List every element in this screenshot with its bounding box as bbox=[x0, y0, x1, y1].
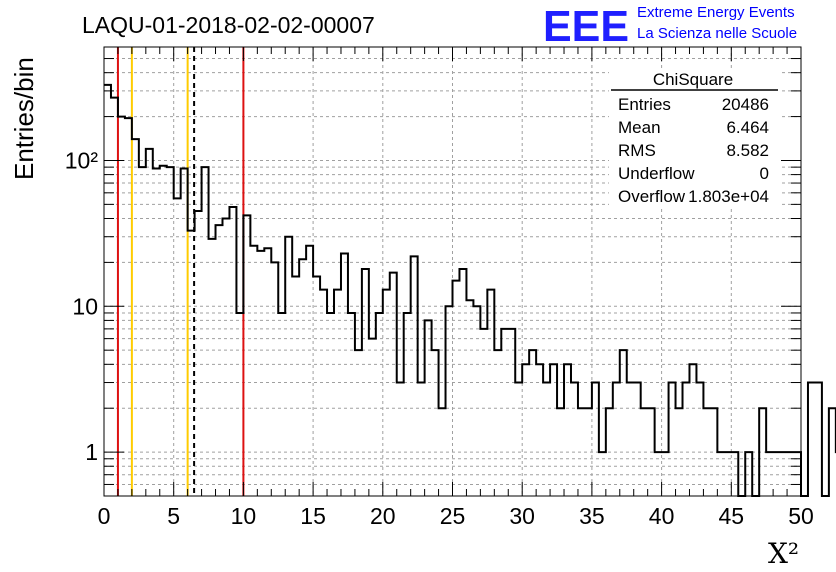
x-axis-ticks: 0 5 10 15 20 25 30 35 40 45 50 bbox=[98, 47, 814, 529]
y-tick-label: 1 bbox=[85, 439, 98, 465]
y-tick-label: 10² bbox=[65, 147, 99, 173]
stats-label-overflow: Overflow bbox=[618, 187, 686, 206]
x-tick-label: 15 bbox=[300, 503, 326, 529]
stats-title: ChiSquare bbox=[653, 70, 733, 89]
x-tick-label: 5 bbox=[167, 503, 180, 529]
x-tick-label: 40 bbox=[649, 503, 675, 529]
logo-mark: EEE bbox=[543, 2, 629, 51]
stats-box: ChiSquare Entries 20486 Mean 6.464 RMS 8… bbox=[609, 69, 779, 209]
logo-line-1: Extreme Energy Events bbox=[637, 4, 795, 21]
stats-value-rms: 8.582 bbox=[726, 141, 769, 160]
histogram-outline bbox=[104, 83, 836, 497]
stats-value-overflow: 1.803e+04 bbox=[688, 187, 769, 206]
x-tick-label: 30 bbox=[509, 503, 535, 529]
x-tick-label: 45 bbox=[719, 503, 745, 529]
x-tick-label: 10 bbox=[231, 503, 257, 529]
stats-label-rms: RMS bbox=[618, 141, 656, 160]
stats-label-underflow: Underflow bbox=[618, 164, 695, 183]
stats-label-entries: Entries bbox=[618, 95, 671, 114]
y-axis-title: Entries/bin bbox=[9, 57, 39, 180]
eee-logo: EEE Extreme Energy Events La Scienza nel… bbox=[543, 2, 797, 51]
x-tick-label: 0 bbox=[98, 503, 111, 529]
x-axis-title: X² bbox=[768, 537, 799, 570]
stats-value-entries: 20486 bbox=[722, 95, 769, 114]
y-axis-ticks: 1 10 10² bbox=[65, 46, 801, 497]
logo-line-2: La Scienza nelle Scuole bbox=[637, 25, 797, 42]
y-tick-label: 10 bbox=[72, 293, 98, 319]
stats-value-mean: 6.464 bbox=[726, 118, 769, 137]
x-tick-label: 25 bbox=[440, 503, 466, 529]
stats-box-background bbox=[609, 69, 779, 209]
x-tick-label: 50 bbox=[788, 503, 814, 529]
stats-label-mean: Mean bbox=[618, 118, 661, 137]
plot-title: LAQU-01-2018-02-02-00007 bbox=[82, 12, 375, 38]
x-tick-label: 35 bbox=[579, 503, 605, 529]
stats-value-underflow: 0 bbox=[760, 164, 769, 183]
x-tick-label: 20 bbox=[370, 503, 396, 529]
